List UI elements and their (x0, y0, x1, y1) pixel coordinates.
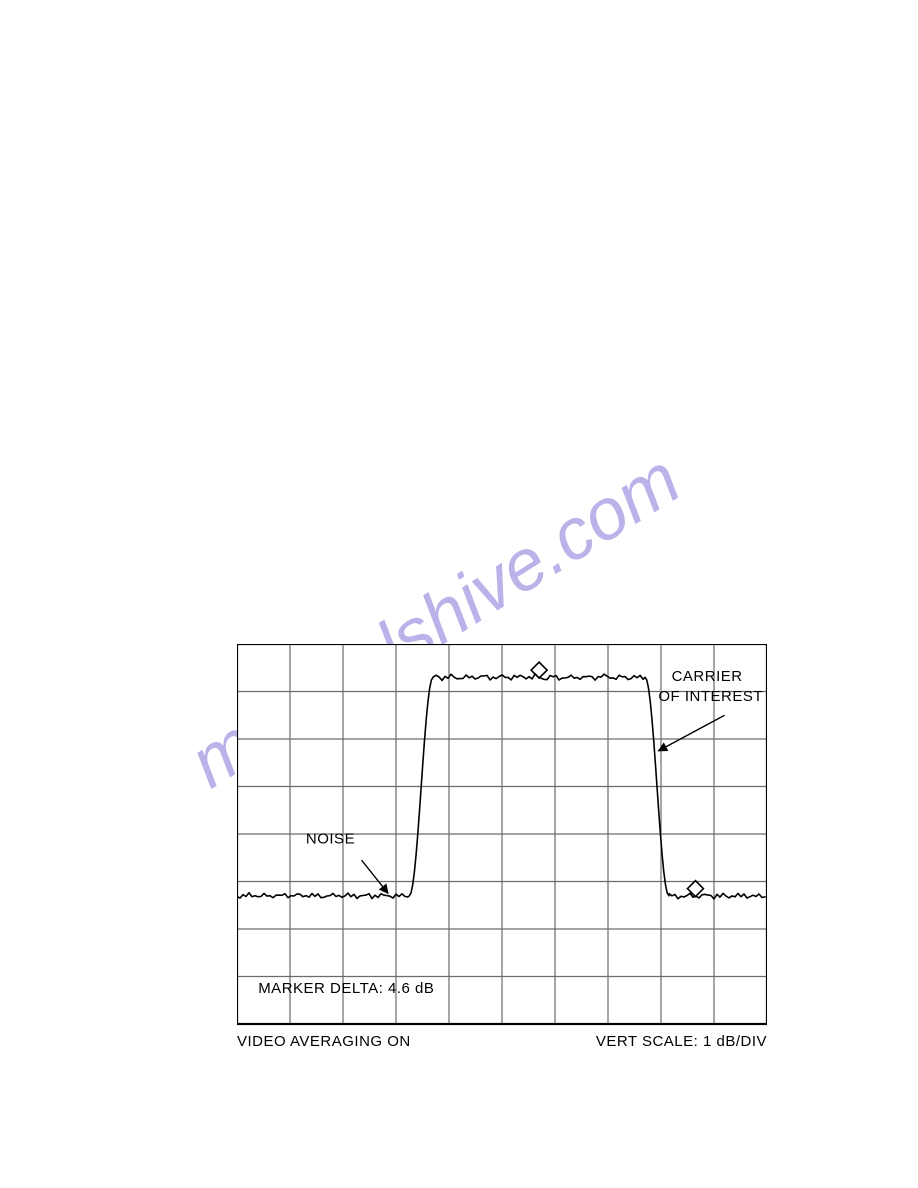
footer-left-label: VIDEO AVERAGING ON (237, 1033, 411, 1050)
footer-right-label: VERT SCALE: 1 dB/DIV (596, 1033, 767, 1050)
carrier-label: CARRIER (672, 668, 743, 685)
noise-label: NOISE (306, 831, 355, 848)
marker-delta-label: MARKER DELTA: 4.6 dB (258, 980, 434, 997)
scope-chart: CARRIER OF INTEREST NOISE MARKER DELTA: 4.6… (237, 644, 767, 1054)
carrier-label-2: OF INTEREST (658, 688, 763, 705)
